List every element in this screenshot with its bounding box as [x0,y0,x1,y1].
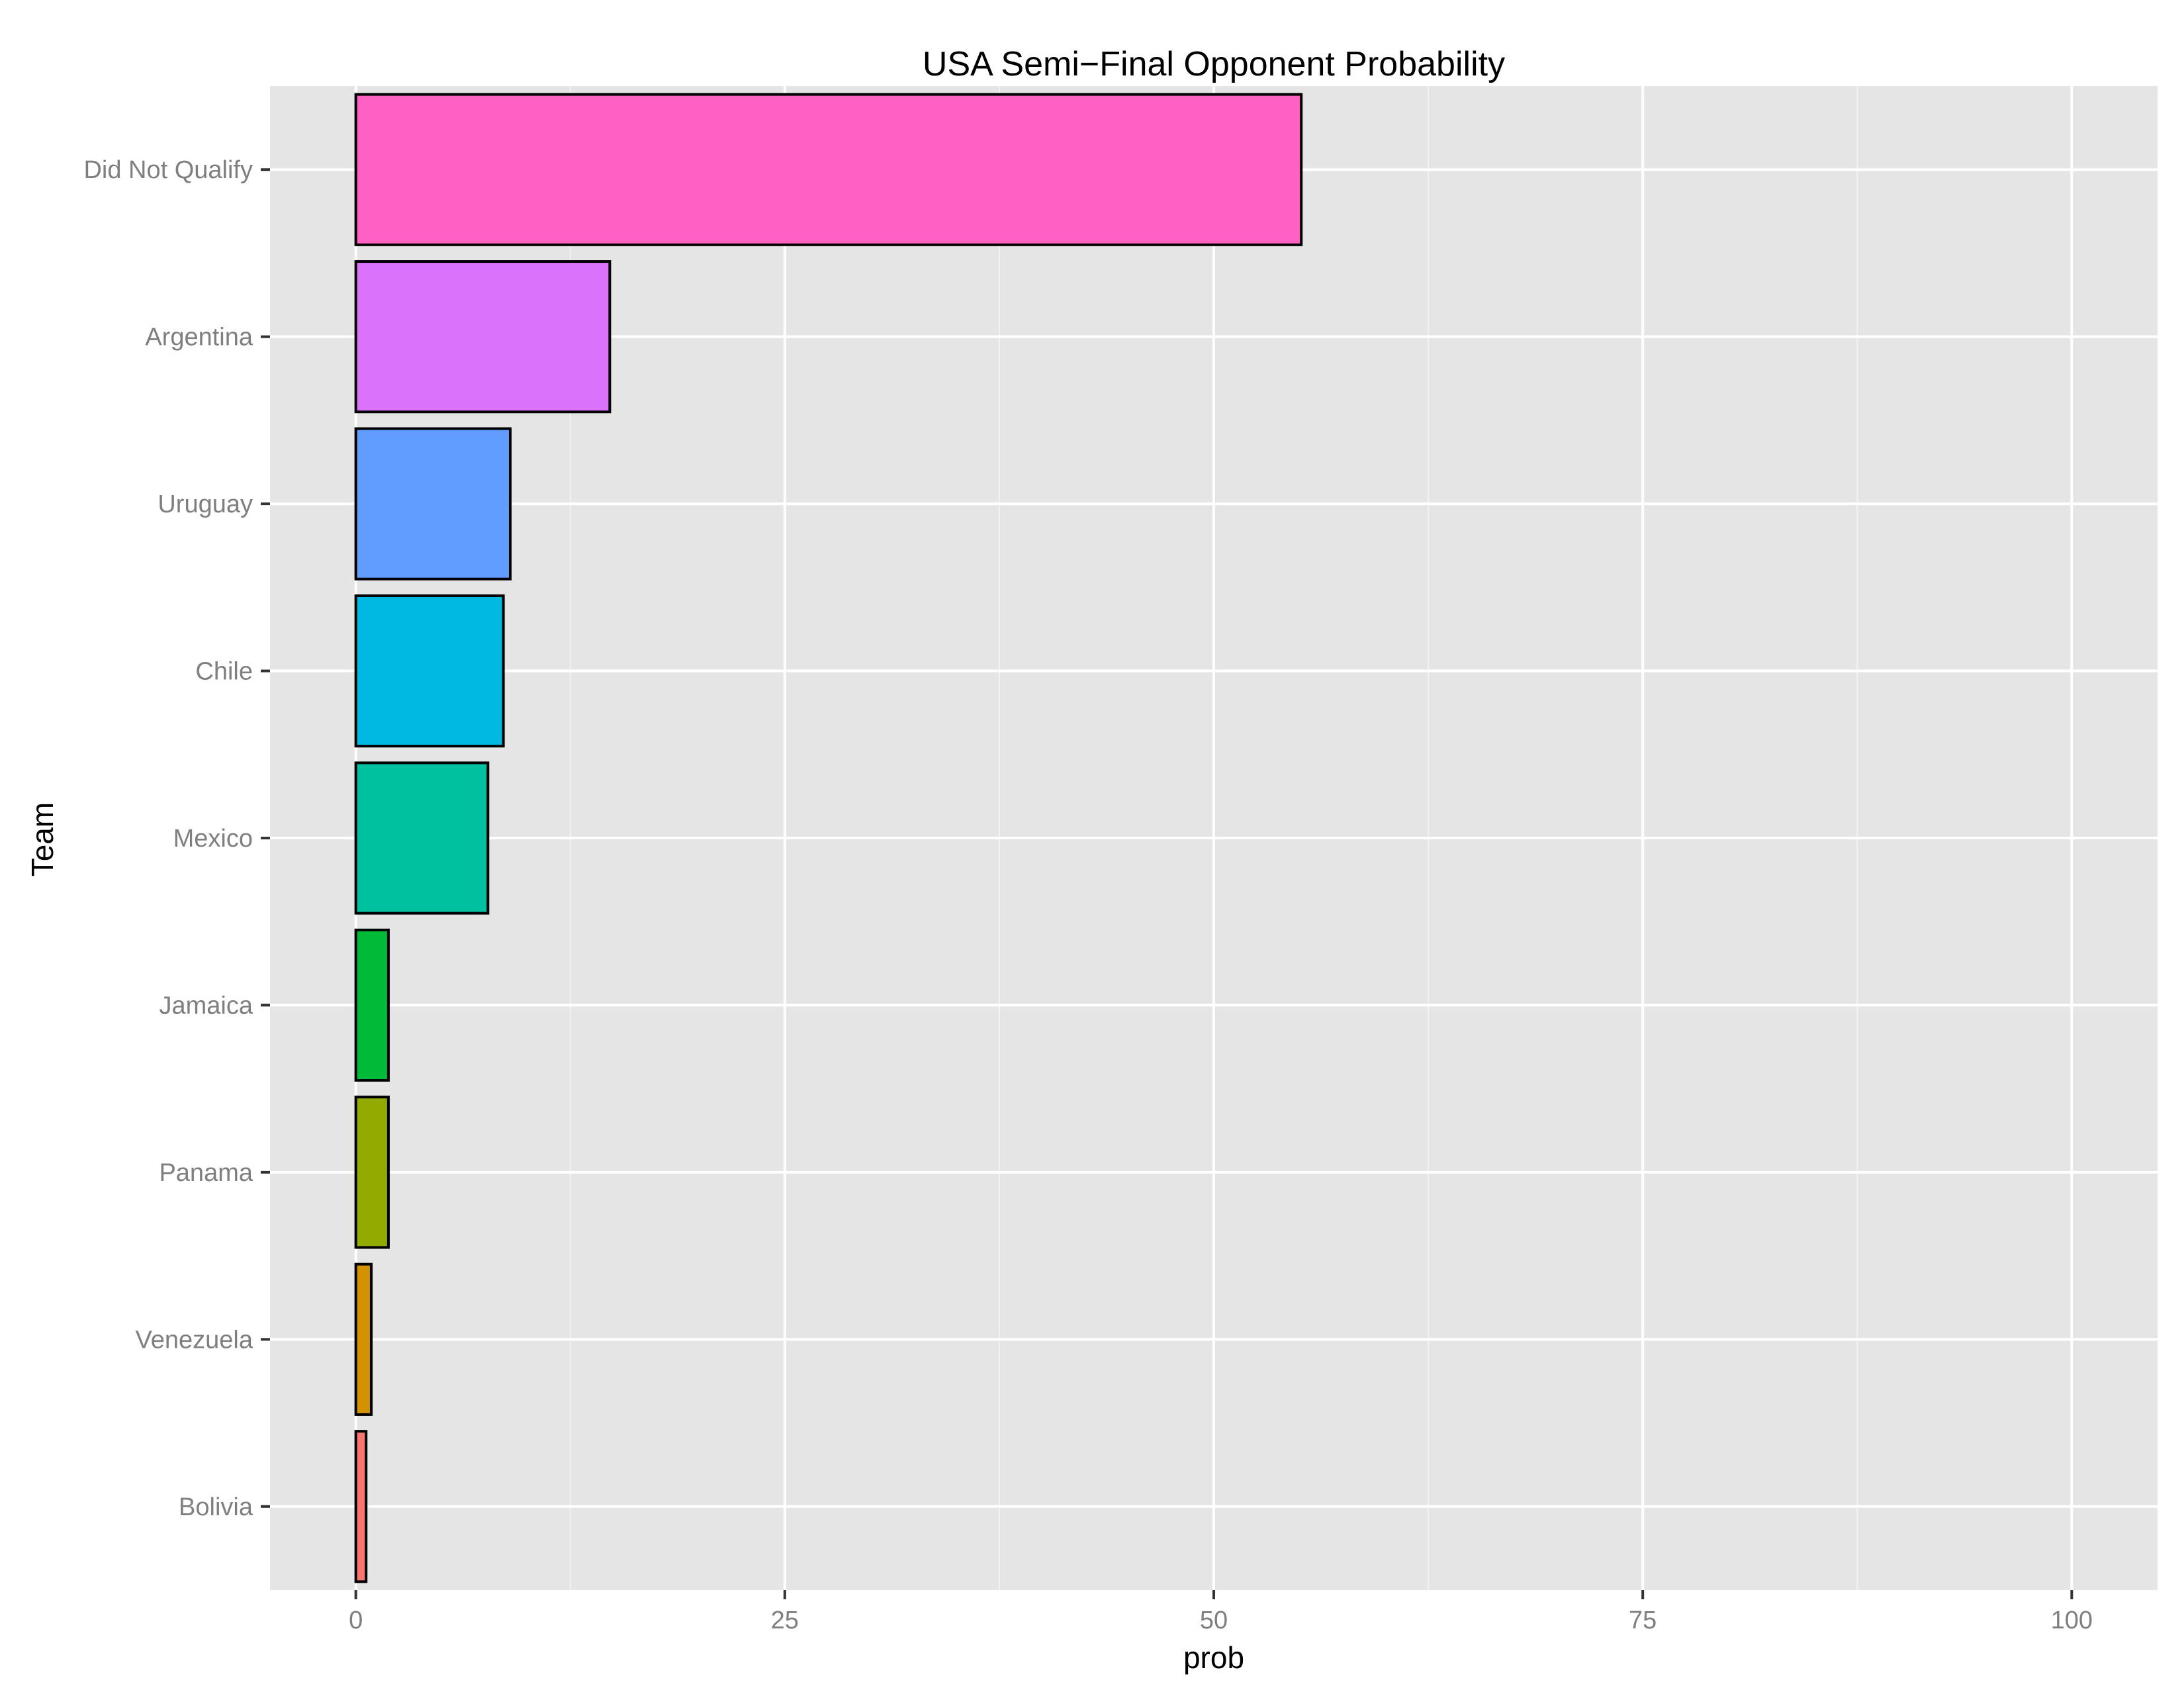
y-tick-label: Bolivia [179,1493,253,1521]
bar-argentina [354,260,612,414]
y-tick-label: Jamaica [159,992,253,1019]
bar-uruguay [354,427,512,581]
x-tick-label: 50 [1200,1607,1228,1634]
y-tick-label: Did Not Qualify [83,156,253,184]
x-axis-title: prob [1183,1640,1244,1675]
x-tick-label: 75 [1629,1607,1657,1634]
bar-chile [354,594,505,748]
bar-mexico [354,761,490,915]
bar-did-not-qualify [354,93,1303,246]
x-tick-label: 0 [349,1607,363,1634]
y-tick-label: Uruguay [158,491,253,518]
bar-jamaica [354,928,390,1082]
x-tick-label: 100 [2051,1607,2093,1634]
y-axis: Did Not Qualify Argentina Uruguay Chile Mexi… [83,156,270,1521]
y-axis-title: Team [25,802,60,876]
y-tick-label: Venezuela [136,1326,253,1354]
bar-panama [354,1096,390,1249]
x-tick-label: 25 [771,1607,799,1634]
x-axis: 0 25 50 75 100 [349,1590,2093,1634]
y-tick-label: Panama [159,1159,253,1187]
chart-title: USA Semi−Final Opponent Probability [923,45,1505,83]
bar-venezuela [354,1262,373,1416]
y-tick-label: Chile [195,658,253,686]
bar-bolivia [354,1430,368,1583]
bars [354,93,1303,1583]
y-tick-label: Mexico [173,825,253,853]
y-tick-label: Argentina [145,324,253,352]
